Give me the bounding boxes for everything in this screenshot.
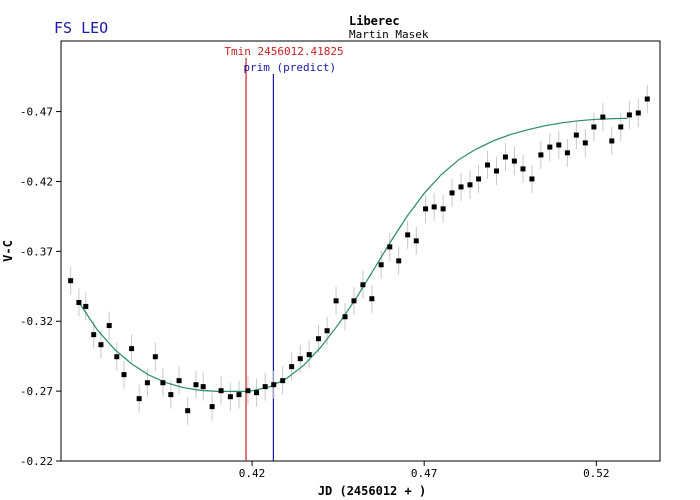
data-point bbox=[582, 140, 588, 146]
data-point bbox=[387, 244, 393, 250]
data-point bbox=[68, 278, 74, 284]
data-point bbox=[280, 378, 286, 384]
data-point bbox=[306, 352, 312, 358]
data-point bbox=[626, 112, 632, 118]
data-point bbox=[538, 152, 544, 158]
data-point bbox=[121, 372, 127, 378]
data-point bbox=[236, 392, 242, 398]
observation-points bbox=[68, 96, 650, 414]
predict-label: prim (predict) bbox=[243, 61, 336, 74]
y-axis: -0.47 -0.42 -0.37 -0.32 -0.27 -0.22 bbox=[20, 106, 61, 468]
data-point bbox=[360, 282, 366, 288]
data-point bbox=[342, 314, 348, 320]
y-tick-label: -0.42 bbox=[20, 175, 53, 188]
data-point bbox=[467, 182, 473, 188]
data-point bbox=[485, 162, 491, 168]
data-point bbox=[609, 138, 615, 144]
observer-label: Martin Masek bbox=[349, 28, 429, 41]
data-point bbox=[316, 336, 322, 342]
data-point bbox=[193, 382, 199, 388]
data-point bbox=[98, 342, 104, 348]
data-point bbox=[511, 158, 517, 164]
data-point bbox=[168, 392, 174, 398]
data-point bbox=[227, 394, 233, 400]
data-point bbox=[440, 206, 446, 212]
data-point bbox=[297, 356, 303, 362]
data-point bbox=[76, 300, 82, 306]
data-point bbox=[635, 110, 641, 116]
marker-lines: Tmin 2456012.41825 prim (predict) bbox=[224, 45, 344, 461]
tmin-label: Tmin 2456012.41825 bbox=[224, 45, 343, 58]
data-point bbox=[324, 328, 330, 334]
data-point bbox=[114, 354, 120, 360]
data-point bbox=[289, 364, 295, 370]
data-point bbox=[369, 296, 375, 302]
data-point bbox=[129, 346, 135, 352]
x-tick-label: 0.52 bbox=[583, 467, 610, 480]
y-tick-label: -0.37 bbox=[20, 245, 53, 258]
y-tick-label: -0.32 bbox=[20, 315, 53, 328]
data-point bbox=[405, 232, 411, 238]
data-point bbox=[200, 384, 206, 390]
data-point bbox=[431, 204, 437, 210]
data-point bbox=[209, 404, 215, 410]
data-point bbox=[644, 96, 650, 102]
data-point bbox=[160, 380, 166, 386]
data-point bbox=[600, 114, 606, 120]
data-point bbox=[529, 176, 535, 182]
observatory-label: Liberec bbox=[349, 14, 400, 28]
data-point bbox=[271, 382, 277, 388]
data-point bbox=[449, 190, 455, 196]
y-tick-label: -0.22 bbox=[20, 455, 53, 468]
data-point bbox=[556, 142, 562, 148]
x-tick-label: 0.47 bbox=[411, 467, 438, 480]
chart-title: FS LEO bbox=[54, 19, 108, 37]
data-point bbox=[152, 354, 158, 360]
data-point bbox=[218, 388, 224, 394]
data-point bbox=[413, 238, 419, 244]
data-point bbox=[476, 176, 482, 182]
data-point bbox=[185, 408, 191, 414]
data-point bbox=[262, 384, 268, 390]
data-point bbox=[502, 154, 508, 160]
y-tick-label: -0.47 bbox=[20, 106, 53, 119]
y-tick-label: -0.27 bbox=[20, 385, 53, 398]
data-point bbox=[423, 206, 429, 212]
x-axis-label: JD (2456012 + ) bbox=[318, 484, 426, 498]
data-point bbox=[245, 388, 251, 394]
data-point bbox=[333, 298, 339, 304]
data-point bbox=[573, 132, 579, 138]
data-point bbox=[176, 378, 182, 384]
data-point bbox=[83, 303, 89, 309]
error-bars bbox=[70, 85, 648, 425]
fit-curve bbox=[79, 117, 628, 392]
data-point bbox=[144, 380, 150, 386]
data-point bbox=[378, 262, 384, 268]
x-axis: 0.42 0.47 0.52 bbox=[239, 461, 610, 480]
data-point bbox=[254, 390, 260, 396]
data-point bbox=[396, 258, 402, 264]
plot-frame bbox=[60, 40, 661, 462]
x-tick-label: 0.42 bbox=[239, 467, 266, 480]
data-point bbox=[493, 168, 499, 174]
data-point bbox=[136, 396, 142, 402]
data-point bbox=[564, 150, 570, 156]
data-point bbox=[520, 166, 526, 172]
y-axis-label: V-C bbox=[1, 240, 15, 262]
data-point bbox=[591, 124, 597, 130]
data-point bbox=[91, 332, 97, 338]
data-point bbox=[618, 124, 624, 130]
data-point bbox=[547, 144, 553, 150]
data-point bbox=[351, 298, 357, 304]
data-point bbox=[458, 184, 464, 190]
data-point bbox=[106, 323, 112, 329]
